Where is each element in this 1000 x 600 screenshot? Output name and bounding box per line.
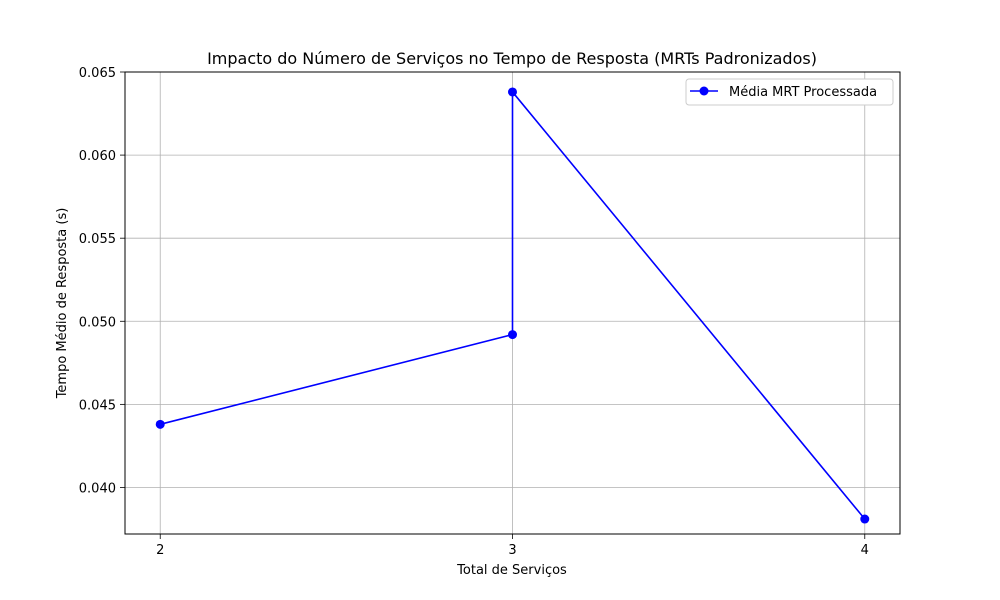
- legend-label: Média MRT Processada: [729, 85, 877, 100]
- y-tick-label: 0.060: [79, 149, 116, 164]
- y-tick-label: 0.065: [79, 66, 116, 81]
- ticks: 2 3 4 0.040 0.045 0.050 0.055 0.060 0.065: [79, 66, 869, 558]
- data-point: [508, 87, 517, 97]
- series-line: [160, 91, 866, 520]
- y-tick-label: 0.040: [79, 481, 116, 496]
- x-tick-label: 4: [861, 543, 869, 558]
- data-point: [155, 419, 165, 429]
- y-axis-title: Tempo Médio de Resposta (s): [55, 208, 70, 400]
- data-point: [508, 330, 517, 340]
- legend: Média MRT Processada: [685, 78, 894, 106]
- x-axis-title: Total de Serviços: [456, 563, 567, 578]
- x-tick-label: 3: [508, 543, 516, 558]
- series-layer: [155, 87, 870, 524]
- data-point: [860, 514, 870, 524]
- chart-title: Impacto do Número de Serviços no Tempo d…: [207, 49, 817, 68]
- y-tick-label: 0.050: [79, 315, 116, 330]
- y-tick-label: 0.045: [79, 398, 116, 413]
- y-tick-label: 0.055: [79, 232, 116, 247]
- legend-marker: [699, 86, 709, 96]
- legend-box: [685, 78, 894, 106]
- x-tick-label: 2: [156, 543, 164, 558]
